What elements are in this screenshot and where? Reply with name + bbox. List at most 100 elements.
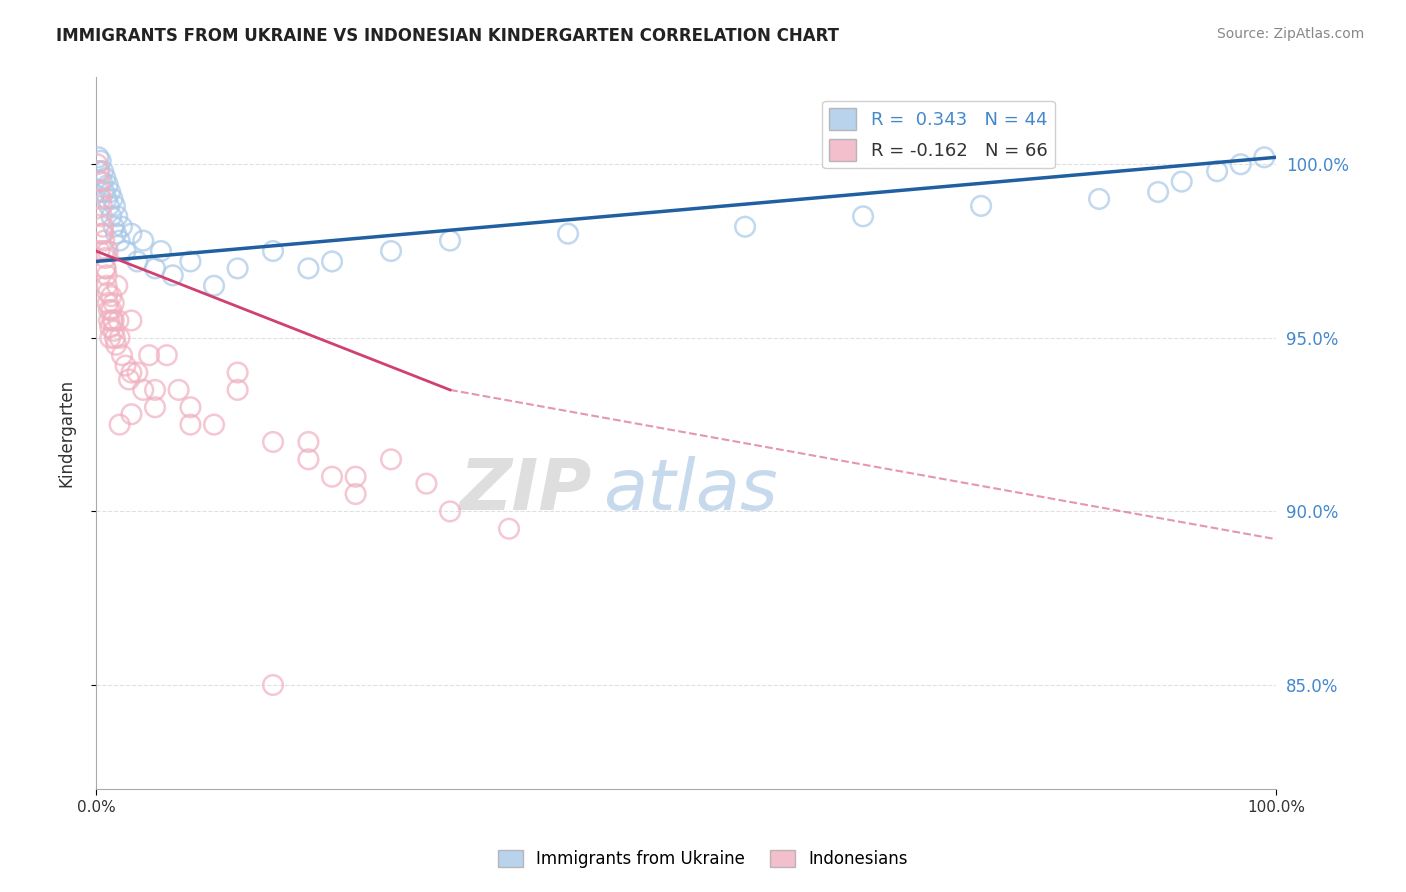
Point [105, 278, 128, 293]
Point [297, 434, 319, 449]
Point [98, 313, 121, 327]
Point [262, 244, 284, 258]
Point [94, 171, 117, 186]
Text: IMMIGRANTS FROM UKRAINE VS INDONESIAN KINDERGARTEN CORRELATION CHART: IMMIGRANTS FROM UKRAINE VS INDONESIAN KI… [56, 27, 839, 45]
Y-axis label: Kindergarten: Kindergarten [58, 379, 75, 487]
Point [98, 303, 121, 318]
Point [105, 227, 128, 241]
Point [87, 150, 110, 164]
Point [108, 234, 131, 248]
Point [143, 383, 166, 397]
Text: Source: ZipAtlas.com: Source: ZipAtlas.com [1216, 27, 1364, 41]
Point [91, 227, 114, 241]
Point [96, 192, 118, 206]
Point [970, 199, 993, 213]
Legend: Immigrants from Ukraine, Indonesians: Immigrants from Ukraine, Indonesians [491, 843, 915, 875]
Point [94, 261, 117, 276]
Text: ZIP: ZIP [460, 456, 592, 524]
Point [1229, 157, 1251, 171]
Point [96, 268, 118, 283]
Point [120, 366, 142, 380]
Point [93, 234, 115, 248]
Point [138, 348, 160, 362]
Point [162, 268, 184, 283]
Point [734, 219, 756, 234]
Point [1206, 164, 1229, 178]
Point [90, 209, 112, 223]
Point [97, 178, 120, 192]
Point [120, 407, 142, 421]
Point [105, 338, 128, 352]
Point [89, 244, 111, 258]
Point [143, 401, 166, 415]
Point [101, 192, 124, 206]
Point [262, 434, 284, 449]
Point [86, 157, 108, 171]
Point [179, 417, 201, 432]
Point [91, 219, 114, 234]
Point [439, 234, 461, 248]
Point [107, 313, 129, 327]
Point [111, 348, 134, 362]
Point [114, 244, 136, 258]
Point [1170, 175, 1192, 189]
Point [89, 164, 111, 178]
Point [132, 234, 155, 248]
Point [93, 244, 115, 258]
Point [111, 219, 134, 234]
Point [100, 289, 122, 303]
Point [89, 175, 111, 189]
Point [90, 227, 112, 241]
Point [97, 285, 120, 300]
Point [118, 372, 141, 386]
Point [127, 254, 149, 268]
Point [100, 209, 122, 223]
Point [98, 331, 121, 345]
Point [297, 261, 319, 276]
Point [94, 261, 117, 276]
Point [297, 452, 319, 467]
Point [321, 254, 343, 268]
Point [321, 469, 343, 483]
Point [156, 348, 179, 362]
Point [87, 164, 110, 178]
Point [90, 153, 112, 168]
Point [202, 417, 225, 432]
Point [127, 366, 149, 380]
Point [100, 303, 122, 318]
Point [98, 199, 121, 213]
Point [439, 504, 461, 518]
Point [98, 320, 121, 334]
Point [97, 296, 120, 310]
Point [89, 185, 111, 199]
Point [105, 209, 128, 223]
Point [226, 261, 249, 276]
Point [179, 401, 201, 415]
Point [380, 244, 402, 258]
Point [1147, 185, 1170, 199]
Point [344, 487, 367, 501]
Point [380, 452, 402, 467]
Point [132, 383, 155, 397]
Point [104, 331, 127, 345]
Point [108, 331, 131, 345]
Point [91, 164, 114, 178]
Point [101, 313, 124, 327]
Point [1088, 192, 1111, 206]
Point [202, 278, 225, 293]
Point [90, 175, 112, 189]
Point [98, 185, 121, 199]
Point [344, 469, 367, 483]
Point [93, 185, 115, 199]
Point [557, 227, 579, 241]
Point [108, 417, 131, 432]
Point [90, 192, 112, 206]
Point [262, 678, 284, 692]
Point [415, 476, 437, 491]
Point [114, 359, 136, 373]
Point [104, 199, 127, 213]
Legend: R =  0.343   N = 44, R = -0.162   N = 66: R = 0.343 N = 44, R = -0.162 N = 66 [823, 101, 1054, 169]
Point [143, 261, 166, 276]
Point [97, 244, 120, 258]
Point [226, 383, 249, 397]
